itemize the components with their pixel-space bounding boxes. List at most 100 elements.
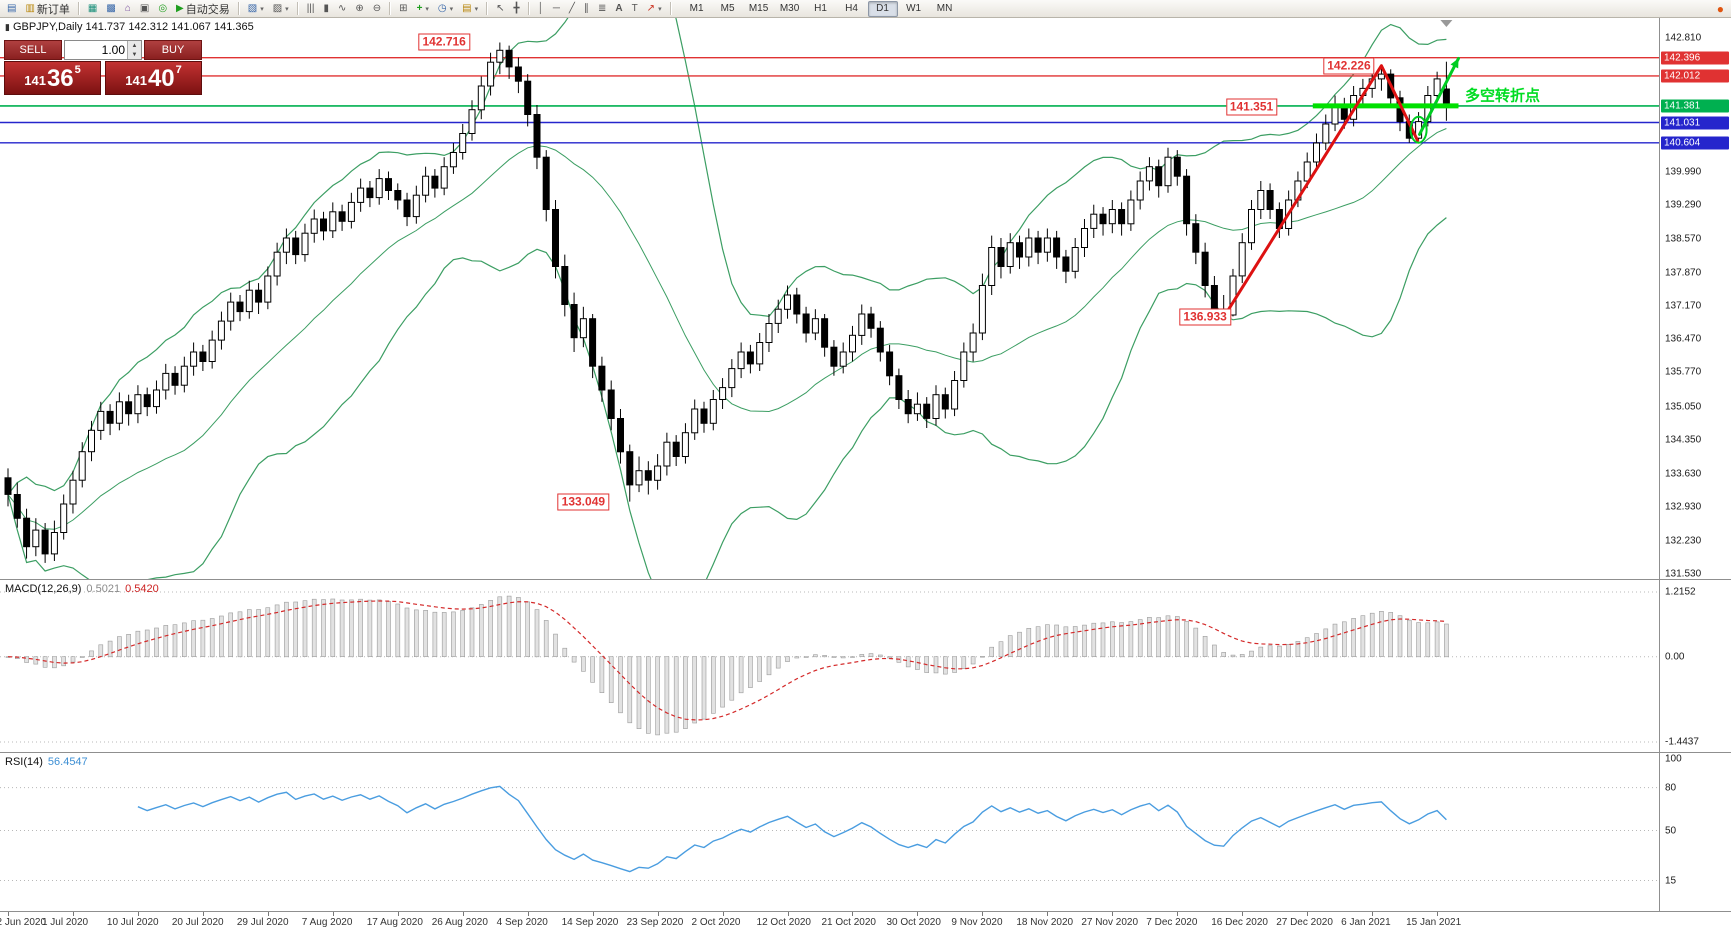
price-axis-macd: 1.2152 0.00 -1.4437 <box>1660 579 1731 752</box>
sell-price-button[interactable]: 141 36 5 <box>4 61 101 95</box>
vertical-line-icon: │ <box>537 2 544 14</box>
main-chart-panel[interactable]: ▮ GBPJPY,Daily 141.737 142.312 141.067 1… <box>0 18 1659 579</box>
fibonacci-tool-button[interactable]: ≣ <box>594 0 610 17</box>
candlestick-chart-button[interactable]: ▮ <box>319 0 333 17</box>
rsi-chart[interactable] <box>0 753 1659 912</box>
rsi-scale-label: 50 <box>1665 825 1677 836</box>
toolbar-separator <box>389 2 392 15</box>
time-axis-label: 7 Dec 2020 <box>1146 917 1198 928</box>
candlestick-chart[interactable] <box>0 18 1659 579</box>
time-axis-tick <box>8 912 9 916</box>
periods-button[interactable]: ◷ ▾ <box>434 0 457 17</box>
time-axis-tick <box>1372 912 1374 916</box>
time-axis-tick <box>527 912 529 916</box>
buy-button[interactable]: BUY <box>144 40 202 60</box>
time-axis-tick <box>1177 912 1179 916</box>
price-axis[interactable]: 142.810 139.990 139.290 138.570 137.870 137.1… <box>1659 18 1731 911</box>
label-tool-button[interactable]: T <box>628 0 642 17</box>
lot-increment-button[interactable]: ▲ <box>128 41 141 50</box>
timeframe-MN-button[interactable]: MN <box>936 3 953 14</box>
horizontal-line-tool-button[interactable]: ─ <box>549 0 564 17</box>
chevron-down-icon: ▾ <box>658 5 662 13</box>
bar-chart-icon: ||| <box>306 2 315 14</box>
price-axis-tick: 135.050 <box>1665 401 1702 413</box>
vertical-line-tool-button[interactable]: │ <box>534 0 548 17</box>
timeframe-M5-button[interactable]: M5 <box>720 3 735 14</box>
terminal-button[interactable]: ▣ <box>136 0 153 17</box>
timeframe-H1-button[interactable]: H1 <box>814 3 827 14</box>
trend-arrows[interactable] <box>1222 56 1460 319</box>
time-axis-tick <box>722 912 724 916</box>
time-axis-tick <box>202 912 204 916</box>
sell-button[interactable]: SELL <box>4 40 62 60</box>
macd-chart[interactable] <box>0 580 1659 753</box>
time-axis-label: 16 Dec 2020 <box>1211 917 1268 928</box>
crosshair-button[interactable]: ╋ <box>510 0 524 17</box>
time-axis-label: 2 Oct 2020 <box>691 917 741 928</box>
lot-size-input[interactable] <box>65 41 127 59</box>
time-axis-label: 10 Jul 2020 <box>106 917 159 928</box>
line-chart-button[interactable]: ∿ <box>334 0 350 17</box>
timeframe-D1-button[interactable]: D1 <box>867 0 898 17</box>
tile-windows-button[interactable]: ⊞ <box>395 0 411 17</box>
macd-panel[interactable]: MACD(12,26,9) 0.5021 0.5420 <box>0 579 1659 752</box>
text-tool-button[interactable]: A <box>611 0 626 17</box>
crosshair-icon: ╋ <box>513 2 520 14</box>
price-axis-tag: 140.604 <box>1661 136 1729 150</box>
indicators-plus-icon: + <box>416 2 423 14</box>
time-axis-tick <box>1437 912 1439 916</box>
main-toolbar: ▤ ▥ 新订单 ▦ ▩ ⌂ ▣ ◎ ▶ 自动交易 ▧ ▾ ▨ ▾ ||| ▮ ∿ ⊕… <box>0 0 1731 18</box>
autotrading-button[interactable]: ▶ 自动交易 <box>172 0 234 17</box>
zoom-in-button[interactable]: ⊕ <box>351 0 367 17</box>
data-window-button[interactable]: ▩ <box>102 0 119 17</box>
price-axis-tick: 136.470 <box>1665 333 1702 345</box>
lot-decrement-button[interactable]: ▼ <box>128 50 141 59</box>
time-axis-tick <box>982 912 984 916</box>
chart-shift-marker[interactable] <box>1440 20 1453 27</box>
indicators-button[interactable]: + ▾ <box>413 0 433 17</box>
community-icon[interactable]: ● <box>1716 1 1724 16</box>
market-watch-button[interactable]: ▦ <box>84 0 101 17</box>
timeframe-M1-button[interactable]: M1 <box>689 3 704 14</box>
price-axis-tag: 141.381 <box>1661 99 1729 113</box>
price-axis-tick: 139.990 <box>1665 166 1702 178</box>
arrows-tool-button[interactable]: ↗ ▾ <box>643 0 666 17</box>
timeframe-group: M1 M5 M15 M30 H1 H4 D1 W1 MN <box>682 0 960 17</box>
buy-price-button[interactable]: 141 40 7 <box>105 61 202 95</box>
cursor-button[interactable]: ↖ <box>492 0 508 17</box>
price-axis-tick: 137.170 <box>1665 300 1702 312</box>
timeframe-M15-button[interactable]: M15 <box>748 3 769 14</box>
bar-chart-button[interactable]: ||| <box>303 0 319 17</box>
templates-button[interactable]: ▤ ▾ <box>458 0 482 17</box>
channel-tool-button[interactable]: ∥ <box>580 0 593 17</box>
new-order-label: 新订单 <box>36 3 70 16</box>
time-axis-label: 22 Jun 2020 <box>0 917 47 928</box>
macd-scale-label: -1.4437 <box>1665 736 1699 748</box>
time-axis-label: 20 Jul 2020 <box>171 917 224 928</box>
navigator-button[interactable]: ⌂ <box>121 0 135 17</box>
chart-window-icon[interactable]: ▤ <box>7 2 17 14</box>
strategy-tester-button[interactable]: ◎ <box>154 0 171 17</box>
new-chart-button[interactable]: ▧ ▾ <box>244 0 268 17</box>
timeframe-W1-button[interactable]: W1 <box>906 3 922 14</box>
toolbar-separator <box>486 2 489 15</box>
timeframe-M30-button[interactable]: M30 <box>779 3 800 14</box>
new-chart-icon: ▧ <box>247 2 258 14</box>
rsi-panel[interactable]: RSI(14) 56.4547 <box>0 752 1659 911</box>
profiles-button[interactable]: ▨ ▾ <box>269 0 293 17</box>
macd-scale-label: 0.00 <box>1665 651 1685 663</box>
ellipse-highlight[interactable] <box>1409 115 1428 144</box>
autotrading-play-icon: ▶ <box>176 2 184 14</box>
time-axis-label: 14 Sep 2020 <box>561 917 619 928</box>
timeframe-H4-button[interactable]: H4 <box>845 3 858 14</box>
rsi-label: RSI(14) 56.4547 <box>5 756 88 768</box>
new-order-button[interactable]: ▥ 新订单 <box>21 0 73 17</box>
tile-windows-icon: ⊞ <box>399 2 408 14</box>
zoom-out-button[interactable]: ⊖ <box>369 0 385 17</box>
trendline-tool-button[interactable]: ╱ <box>565 0 579 17</box>
chart-price-tag: 142.716 <box>418 33 470 51</box>
price-axis-tick: 142.810 <box>1665 32 1702 44</box>
line-chart-icon: ∿ <box>338 2 347 14</box>
